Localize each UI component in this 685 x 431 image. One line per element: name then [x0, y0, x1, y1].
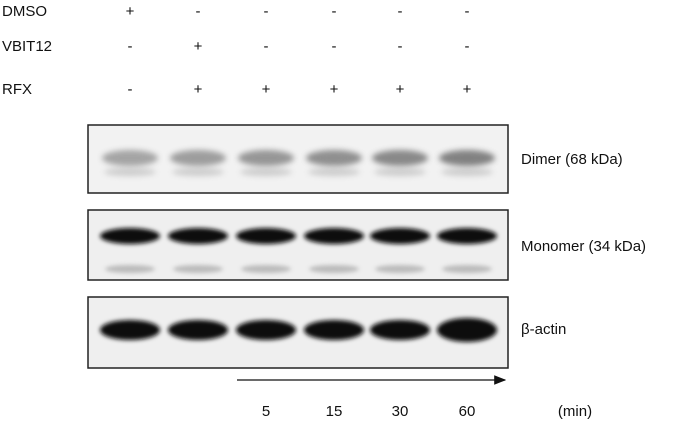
band [100, 228, 160, 244]
band [304, 320, 364, 340]
treatment-sign: - [332, 3, 337, 20]
band [374, 168, 426, 176]
band [441, 168, 493, 176]
band [170, 150, 226, 166]
band [240, 168, 292, 176]
band [375, 265, 425, 273]
time-point: 30 [392, 403, 409, 420]
treatment-sign: - [264, 38, 269, 55]
treatment-sign: - [398, 38, 403, 55]
treatment-sign: + [194, 81, 203, 98]
band [173, 265, 223, 273]
band [105, 265, 155, 273]
treatment-sign: + [463, 81, 472, 98]
condition-label: VBIT12 [2, 38, 52, 55]
treatment-sign: + [126, 3, 135, 20]
treatment-sign: - [398, 3, 403, 20]
band [102, 150, 158, 166]
treatment-sign: - [128, 38, 133, 55]
band [439, 150, 495, 166]
condition-label: DMSO [2, 3, 47, 20]
condition-label: RFX [2, 81, 32, 98]
treatment-sign: - [196, 3, 201, 20]
band [100, 320, 160, 340]
band [238, 150, 294, 166]
time-unit: (min) [558, 403, 592, 420]
band [241, 265, 291, 273]
band [304, 228, 364, 244]
blot-label: β-actin [521, 321, 566, 338]
treatment-sign: - [465, 3, 470, 20]
blot-label: Monomer (34 kDa) [521, 238, 646, 255]
blot-panel [87, 124, 509, 194]
band [370, 320, 430, 340]
band [437, 318, 497, 342]
blot-label: Dimer (68 kDa) [521, 151, 623, 168]
treatment-sign: - [264, 3, 269, 20]
time-point: 15 [326, 403, 343, 420]
band [168, 320, 228, 340]
band [104, 168, 156, 176]
treatment-sign: + [396, 81, 405, 98]
treatment-sign: - [332, 38, 337, 55]
band [370, 228, 430, 244]
band [236, 320, 296, 340]
blot-panel [87, 209, 509, 281]
band [172, 168, 224, 176]
band [308, 168, 360, 176]
treatment-sign: - [465, 38, 470, 55]
treatment-sign: + [330, 81, 339, 98]
band [309, 265, 359, 273]
treatment-sign: - [128, 81, 133, 98]
treatment-sign: + [194, 38, 203, 55]
band [442, 265, 492, 273]
band [437, 228, 497, 244]
treatment-sign: + [262, 81, 271, 98]
time-point: 60 [459, 403, 476, 420]
bands [100, 150, 497, 342]
band [168, 228, 228, 244]
band [306, 150, 362, 166]
band [236, 228, 296, 244]
time-point: 5 [262, 403, 270, 420]
band [372, 150, 428, 166]
